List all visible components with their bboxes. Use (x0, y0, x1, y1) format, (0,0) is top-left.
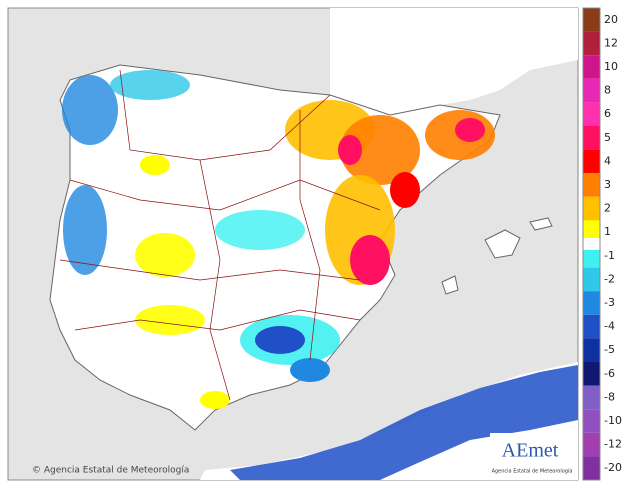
legend-label: -1 (604, 249, 615, 262)
legend-label: 2 (604, 202, 611, 215)
legend-swatch (583, 456, 600, 480)
logo-box (490, 433, 576, 478)
legend-label: -3 (604, 296, 615, 309)
credit: © Agencia Estatal de Meteorología (32, 466, 189, 476)
legend-swatch (583, 291, 600, 315)
legend-label: 5 (604, 131, 611, 144)
legend-label: 10 (604, 60, 618, 73)
legend-label: 12 (604, 36, 618, 49)
legend-label: -8 (604, 390, 615, 403)
ibiza (441, 275, 459, 295)
legend-swatch (583, 126, 600, 150)
legend-label: 8 (604, 84, 611, 97)
province-borders (59, 69, 381, 401)
legend-swatch (583, 102, 600, 126)
legend-swatch (583, 8, 600, 32)
anomaly-areas (62, 70, 495, 409)
legend-swatch (583, 338, 600, 362)
legend-swatch (583, 362, 600, 386)
legend-swatch (583, 55, 600, 79)
legend-swatch (583, 409, 600, 433)
legend-swatch (583, 314, 600, 339)
legend-label: -4 (604, 320, 615, 333)
legend-swatch (583, 385, 600, 410)
legend-swatch (583, 267, 600, 292)
legend-swatch (583, 149, 600, 174)
legend-label: -10 (604, 414, 622, 427)
legend-label: -6 (604, 367, 615, 380)
legend-label: 4 (604, 154, 611, 167)
legend-label: -5 (604, 343, 615, 356)
legend-label: -12 (604, 438, 622, 451)
mallorca (484, 229, 521, 259)
legend-swatch (583, 173, 600, 197)
legend-swatch (583, 31, 600, 56)
logo-name: AEmet (502, 440, 559, 462)
legend-gap (583, 238, 600, 250)
france (330, 8, 578, 115)
legend-label: 6 (604, 107, 611, 120)
legend-swatch (583, 432, 600, 457)
legend-label: 3 (604, 178, 611, 191)
legend-label: 1 (604, 225, 611, 238)
legend-swatch (583, 78, 600, 103)
logo-subtitle: Agencia Estatal de Meteorología (492, 468, 573, 475)
legend: 20 12 10 8 6 5 4 3 2 1 -1 -2 -3 -4 -5 -6 -8 -10 -12 -20 (582, 7, 622, 481)
legend-label: 20 (604, 13, 618, 26)
legend-frame (582, 7, 601, 481)
menorca (529, 217, 553, 231)
legend-label: -20 (604, 461, 622, 474)
africa-cold (230, 365, 578, 480)
legend-swatch (583, 196, 600, 221)
legend-label: -2 (604, 272, 615, 285)
